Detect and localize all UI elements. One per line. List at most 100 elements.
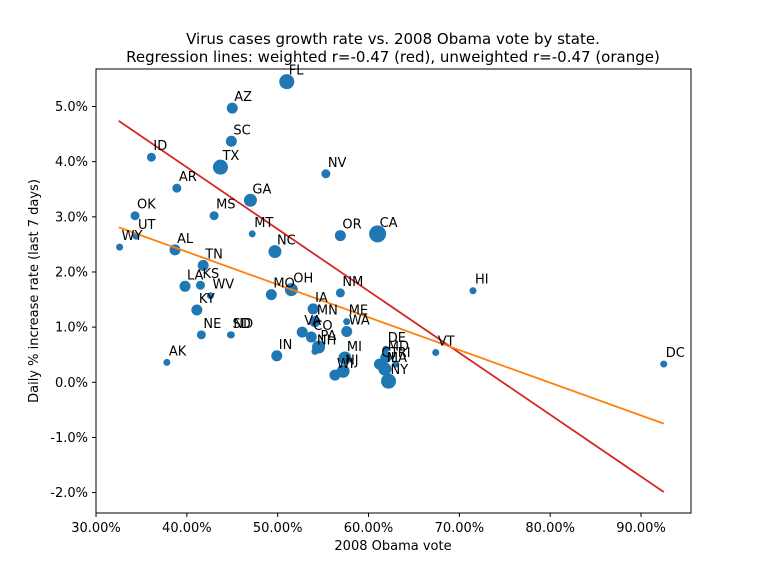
point-label-wy: WY	[122, 229, 143, 244]
x-tick-label: 90.00%	[616, 521, 666, 536]
point-label-co: CO	[313, 319, 332, 334]
point-label-la: LA	[187, 268, 204, 283]
x-tick-label: 80.00%	[525, 521, 575, 536]
data-point-mi	[338, 351, 352, 365]
point-label-nc: NC	[277, 234, 296, 249]
chart-title-line1: Virus cases growth rate vs. 2008 Obama v…	[186, 30, 600, 48]
point-label-pa: PA	[321, 329, 337, 344]
data-point-ar	[172, 183, 182, 193]
y-tick-label: 2.0%	[55, 265, 88, 280]
x-tick-label: 50.00%	[253, 521, 303, 536]
plot-area: FL AZ SC ID TX NV AR GA OK MS MT UT OR CA WY AL NC TN HI LA…	[116, 64, 685, 493]
x-axis-label: 2008 Obama vote	[334, 539, 451, 554]
point-label-il: IL	[387, 351, 399, 366]
data-point-nv	[321, 169, 331, 179]
point-label-id: ID	[153, 139, 167, 154]
point-label-hi: HI	[475, 273, 489, 288]
point-label-ia: IA	[315, 291, 328, 306]
point-label-ak: AK	[169, 344, 187, 359]
data-point-va	[296, 326, 308, 338]
point-label-wv: WV	[212, 278, 234, 293]
plot-frame	[95, 68, 692, 514]
point-label-nd: ND	[233, 317, 253, 332]
data-point-de	[382, 345, 390, 353]
point-label-oh: OH	[293, 272, 313, 287]
point-label-vt: VT	[438, 334, 455, 349]
data-point-ny	[381, 373, 397, 389]
data-point-ia	[307, 303, 319, 315]
data-point-in	[271, 350, 283, 362]
point-label-wi: WI	[337, 357, 354, 372]
data-point-co	[305, 331, 317, 343]
point-label-in: IN	[279, 338, 293, 353]
point-label-md: MD	[388, 339, 409, 354]
y-tick-label: 5.0%	[55, 100, 88, 115]
data-point-ms	[209, 211, 219, 221]
data-point-nh	[311, 347, 319, 355]
data-point-wi	[329, 369, 341, 381]
data-point-ok	[130, 211, 140, 221]
data-point-dc	[660, 360, 668, 368]
point-label-tx: TX	[221, 149, 239, 164]
regression-line-unweighted	[118, 226, 665, 425]
y-tick-label: -2.0%	[50, 486, 88, 501]
point-label-ar: AR	[179, 170, 197, 185]
data-point-ak	[163, 358, 171, 366]
data-point-az	[226, 102, 238, 114]
data-point-nd	[227, 331, 235, 339]
point-label-ks: KS	[202, 267, 219, 282]
y-tick-label: 4.0%	[55, 155, 88, 170]
data-point-il	[378, 362, 392, 376]
point-label-ct: CT	[381, 346, 398, 361]
point-label-mt: MT	[254, 216, 273, 231]
data-point-fl	[279, 74, 295, 90]
point-label-me: ME	[349, 304, 368, 319]
data-point-ri	[392, 360, 400, 368]
y-tick-label: -1.0%	[50, 431, 88, 446]
point-label-sc: SC	[233, 123, 250, 138]
point-label-ms: MS	[216, 198, 235, 213]
point-label-dc: DC	[666, 346, 685, 361]
point-label-mn: MN	[317, 304, 338, 319]
point-label-mo: MO	[273, 277, 294, 292]
point-label-ok: OK	[137, 198, 156, 213]
regression-line-weighted	[118, 120, 665, 493]
point-label-sd: SD	[232, 317, 250, 332]
point-label-wa: WA	[349, 314, 370, 329]
data-point-ky	[191, 304, 203, 316]
x-tick-label: 70.00%	[435, 521, 485, 536]
point-label-nj: NJ	[345, 353, 359, 368]
point-label-ga: GA	[252, 182, 271, 197]
data-point-tx	[212, 159, 228, 175]
point-label-ny: NY	[391, 363, 409, 378]
x-tick-label: 40.00%	[162, 521, 212, 536]
data-point-me	[343, 318, 351, 326]
data-point-wa	[341, 326, 353, 338]
point-label-al: AL	[177, 232, 194, 247]
data-point-hi	[469, 287, 477, 295]
data-point-wy	[116, 243, 124, 251]
data-point-mt	[248, 230, 256, 238]
data-point-ca	[369, 225, 387, 243]
data-point-nc	[268, 245, 282, 259]
point-label-tn: TN	[204, 247, 223, 262]
data-point-or	[334, 230, 346, 242]
point-label-ky: KY	[199, 292, 215, 307]
data-point-tn	[197, 259, 209, 271]
data-point-ks	[195, 280, 205, 290]
point-label-ri: RI	[398, 346, 411, 361]
data-point-wv	[206, 292, 214, 300]
y-tick-label: 1.0%	[55, 321, 88, 336]
data-point-la	[179, 280, 191, 292]
data-point-id	[146, 152, 156, 162]
point-label-ca: CA	[380, 216, 398, 231]
x-tick-label: 30.00%	[71, 521, 121, 536]
chart-title-line2: Regression lines: weighted r=-0.47 (red)…	[126, 48, 660, 66]
y-tick-label: 0.0%	[55, 376, 88, 391]
data-point-vt	[432, 348, 440, 356]
data-point-mo	[265, 289, 277, 301]
y-tick-label: 3.0%	[55, 210, 88, 225]
point-label-nv: NV	[328, 156, 347, 171]
point-label-az: AZ	[234, 90, 252, 105]
